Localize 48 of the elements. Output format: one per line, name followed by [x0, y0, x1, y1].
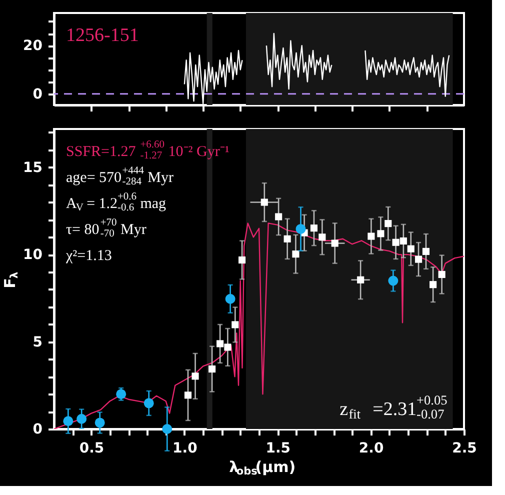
point [388, 276, 398, 286]
x-tick-label: 1.5 [266, 440, 291, 456]
y-tick-label: 5 [32, 334, 42, 350]
point [94, 418, 105, 428]
point [275, 213, 282, 220]
point [438, 270, 446, 278]
point [392, 238, 400, 246]
point [225, 294, 236, 304]
x-tick-label: 2.5 [452, 440, 477, 456]
y-tick-label: 20 [23, 38, 43, 54]
point [238, 256, 246, 264]
x-tick-label: 1.0 [172, 440, 198, 456]
point [400, 237, 407, 245]
point [144, 398, 154, 408]
point [284, 235, 291, 242]
point [318, 234, 326, 241]
point [232, 321, 239, 328]
point [192, 372, 199, 380]
point [216, 340, 224, 348]
y-tick-label: 0 [32, 86, 43, 102]
x-tick-label: 0.5 [79, 440, 104, 456]
point [384, 220, 392, 228]
point [63, 416, 74, 426]
y-tick-label: 0 [32, 422, 43, 438]
point [292, 250, 300, 258]
point [76, 414, 87, 424]
point [407, 245, 414, 252]
y-tick-label: 15 [23, 160, 42, 176]
point [357, 276, 364, 284]
y-tick-label: 10 [23, 247, 43, 264]
annotation: 1256-151 [66, 25, 139, 46]
point [368, 232, 375, 240]
annotation: χ²=1.13 [65, 248, 112, 264]
point [208, 365, 216, 373]
point [296, 224, 306, 234]
point [430, 281, 437, 288]
point [377, 230, 384, 238]
x-tick-label: 2.0 [358, 440, 384, 456]
point [260, 198, 268, 206]
point [162, 424, 172, 434]
point [184, 392, 192, 399]
point [224, 344, 232, 351]
point [310, 224, 318, 232]
point [414, 256, 422, 263]
point [331, 240, 338, 247]
point [116, 389, 126, 400]
point [422, 248, 430, 255]
y-axis-title: Fλ [1, 271, 20, 288]
